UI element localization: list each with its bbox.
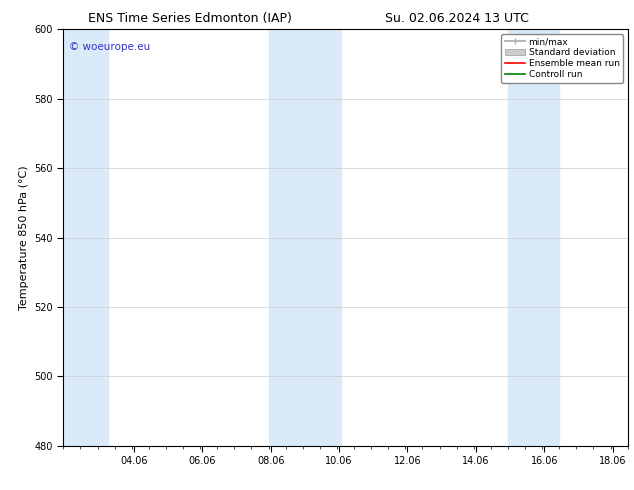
Y-axis label: Temperature 850 hPa (°C): Temperature 850 hPa (°C)	[19, 165, 29, 310]
Bar	[63, 29, 108, 446]
Text: ENS Time Series Edmonton (IAP): ENS Time Series Edmonton (IAP)	[88, 12, 292, 25]
Text: Su. 02.06.2024 13 UTC: Su. 02.06.2024 13 UTC	[385, 12, 528, 25]
Bar	[508, 29, 559, 446]
Bar	[269, 29, 341, 446]
Text: © woeurope.eu: © woeurope.eu	[69, 42, 150, 52]
Legend: min/max, Standard deviation, Ensemble mean run, Controll run: min/max, Standard deviation, Ensemble me…	[501, 34, 623, 82]
